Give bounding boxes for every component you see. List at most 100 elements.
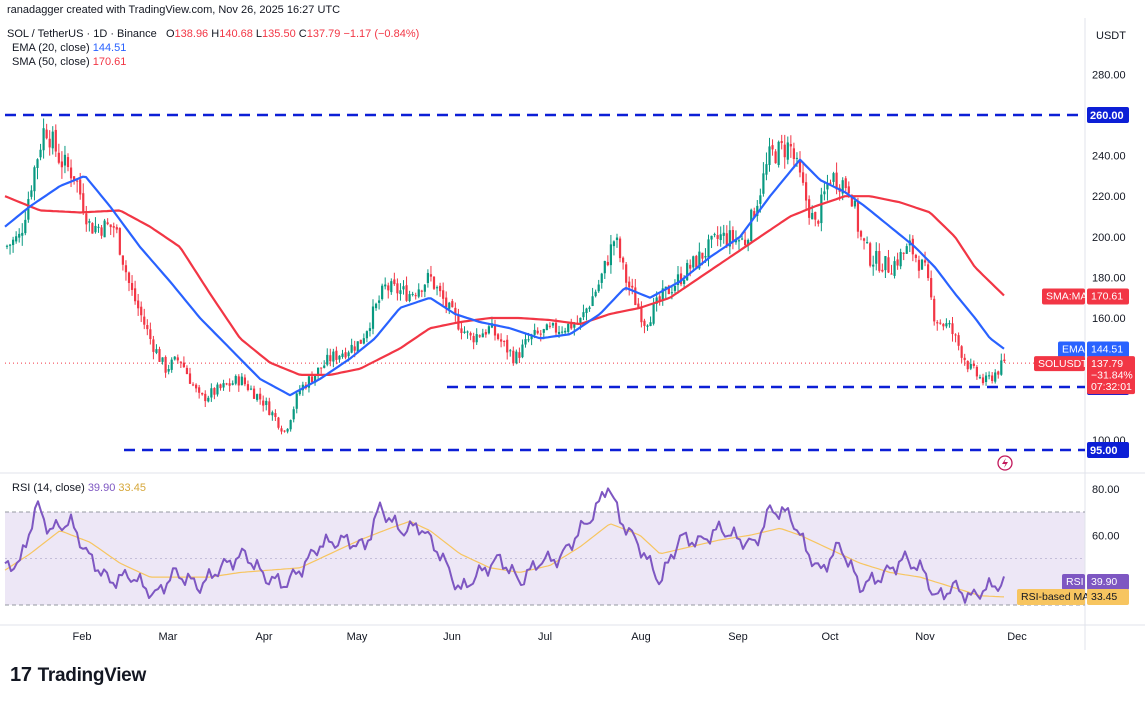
rsi-legend-value: 39.90 (87, 482, 116, 494)
candle-up (969, 363, 972, 369)
candle-down (518, 352, 521, 358)
candle-up (722, 232, 725, 236)
candle-down (783, 144, 786, 158)
candle-up (747, 240, 750, 246)
candle-down (158, 349, 161, 362)
candle-up (768, 146, 771, 165)
candle-down (454, 307, 457, 315)
candle-down (539, 333, 542, 335)
candle-down (506, 339, 509, 353)
candle-down (634, 287, 637, 306)
ema-legend[interactable]: EMA (20, close) 144.51 (12, 42, 126, 54)
sma-legend[interactable]: SMA (50, close) 170.61 (12, 56, 126, 68)
candle-down (914, 254, 917, 259)
level-tag-text: 95.00 (1090, 445, 1118, 457)
candle-down (445, 297, 448, 308)
candle-up (408, 294, 411, 302)
candle-up (811, 212, 814, 220)
candle-up (18, 233, 21, 238)
candle-down (45, 129, 48, 139)
candle-up (521, 344, 524, 358)
candle-up (24, 219, 27, 234)
candle-down (420, 290, 423, 292)
candle-down (512, 350, 515, 364)
ohlc-c: 137.79 (306, 28, 341, 40)
candle-down (246, 384, 250, 390)
candle-down (493, 324, 497, 336)
symbol-title[interactable]: SOL / TetherUS · 1D · Binance (7, 28, 157, 40)
currency-label: USDT (1096, 30, 1126, 42)
candle-down (679, 273, 683, 285)
candle-down (164, 356, 167, 373)
candle-down (689, 264, 692, 269)
price-tick-label: 200.00 (1092, 232, 1126, 244)
rsi-legend[interactable]: RSI (14, close) 39.90 33.45 (12, 482, 146, 494)
candle-up (167, 369, 170, 372)
candle-up (872, 264, 875, 267)
price-value-tag-text: 137.79 (1091, 358, 1123, 370)
candle-up (240, 376, 243, 386)
candle-down (972, 363, 975, 366)
candle-down (283, 430, 286, 432)
candle-up (371, 306, 375, 329)
candle-down (625, 264, 628, 283)
candle-up (615, 237, 619, 241)
candle-up (515, 351, 518, 364)
candle-down (570, 322, 573, 329)
rsi-tick-label: 80.00 (1092, 484, 1120, 496)
candle-down (942, 323, 945, 327)
candle-up (655, 297, 658, 304)
candle-up (27, 199, 30, 220)
extras (997, 455, 1013, 471)
candle-down (640, 307, 643, 323)
candle-down (66, 157, 70, 168)
candle-down (274, 413, 277, 418)
candle-up (670, 292, 673, 294)
candle-down (213, 388, 216, 395)
candle-down (387, 285, 390, 291)
candle-down (859, 231, 863, 237)
candle-up (271, 412, 274, 416)
candle-down (359, 339, 362, 344)
sma-legend-value: 170.61 (92, 56, 127, 68)
candle-down (130, 283, 134, 290)
candle-down (152, 339, 155, 352)
candle-down (198, 387, 201, 393)
candle-down (975, 366, 978, 377)
candle-up (362, 338, 365, 344)
ema-line (4, 158, 1005, 397)
candle-up (673, 285, 677, 291)
candle-down (716, 235, 719, 239)
candle-down (146, 325, 149, 330)
candle-up (103, 220, 106, 238)
candle-down (69, 167, 73, 179)
candle-down (548, 325, 551, 327)
candle-down (219, 384, 222, 389)
candle-down (930, 278, 933, 298)
candle-down (134, 288, 137, 302)
price-tick-label: 240.00 (1092, 151, 1126, 163)
candle-down (798, 160, 802, 173)
candle-down (124, 265, 128, 273)
candle-up (649, 322, 652, 327)
candle-up (295, 393, 298, 409)
candle-down (887, 257, 890, 273)
candle-up (466, 331, 469, 333)
candle-up (603, 260, 606, 274)
candle-down (917, 259, 921, 271)
candle-up (231, 383, 234, 385)
candle-up (573, 324, 576, 328)
ema-legend-label: EMA (20, close) (12, 42, 90, 54)
candle-down (414, 295, 417, 297)
ohlc-c-label: C (298, 28, 307, 40)
candle-up (920, 259, 924, 270)
candle-down (731, 230, 734, 241)
candle-down (259, 393, 262, 400)
candle-up (161, 357, 164, 362)
rsi-name-tag (1062, 573, 1085, 590)
candle-down (997, 371, 1000, 375)
candle-up (866, 242, 869, 244)
candle-down (923, 260, 927, 263)
candle-down (252, 388, 256, 399)
